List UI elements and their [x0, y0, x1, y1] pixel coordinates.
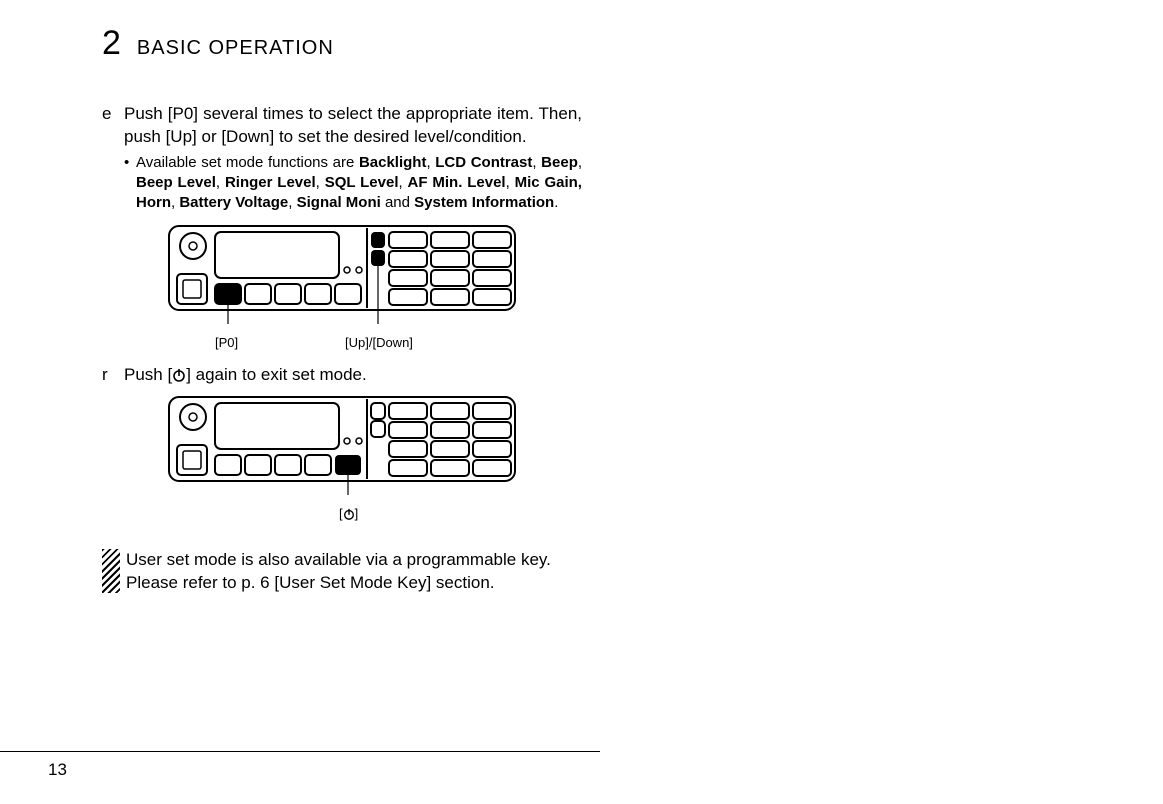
chapter-title: BASIC OPERATION	[137, 37, 334, 60]
sub-period: .	[554, 194, 558, 211]
step-e-subtext: Available set mode functions are Backlig…	[136, 153, 582, 214]
func-3: Beep Level	[136, 174, 216, 191]
figure-2: []	[102, 395, 582, 521]
note-line-2: Please refer to p. 6 [User Set Mode Key]…	[126, 572, 582, 595]
footer-rule	[0, 751, 600, 752]
note-line-1: User set mode is also available via a pr…	[126, 549, 582, 572]
note-block: User set mode is also available via a pr…	[102, 549, 582, 595]
step-r-marker: r	[102, 364, 124, 389]
power-icon	[343, 507, 355, 525]
radio-front-panel-icon	[167, 395, 517, 503]
step-e: e Push [P0] several times to select the …	[102, 103, 582, 149]
step-r-before: Push [	[124, 365, 172, 384]
fig1-label-updown: [Up]/[Down]	[345, 334, 413, 352]
func-5: SQL Level	[325, 174, 399, 191]
step-e-text: Push [P0] several times to select the ap…	[124, 103, 582, 149]
fig1-label-p0: [P0]	[215, 334, 238, 352]
figure-1: [P0] [Up]/[Down]	[102, 224, 582, 350]
sub-prefix: Available set mode functions are	[136, 154, 359, 171]
bullet-dot-icon: •	[124, 153, 136, 214]
func-last: System In­formation	[414, 194, 554, 211]
fig2-label-power: []	[339, 505, 358, 525]
step-r-after: ] again to exit set mode.	[186, 365, 367, 384]
hatch-icon	[102, 549, 120, 593]
step-r-text: Push [ ] again to exit set mode.	[124, 364, 582, 389]
func-2: Beep	[541, 154, 578, 171]
page-number: 13	[48, 760, 67, 780]
and-word: and	[381, 194, 414, 211]
step-e-subbullet: • Available set mode functions are Backl…	[124, 153, 582, 214]
func-9: Signal Moni	[297, 194, 381, 211]
func-1: LCD Contrast	[435, 154, 532, 171]
func-8: Battery Voltage	[179, 194, 288, 211]
chapter-number: 2	[102, 24, 121, 63]
step-e-marker: e	[102, 103, 124, 149]
fig2-bracket-close: ]	[355, 506, 359, 521]
radio-front-panel-icon	[167, 224, 517, 332]
func-0: Backlight	[359, 154, 427, 171]
step-r: r Push [ ] again to exit set mode.	[102, 364, 582, 389]
func-4: Ringer Level	[225, 174, 316, 191]
power-icon	[172, 366, 186, 389]
func-6: AF Min. Level	[408, 174, 506, 191]
